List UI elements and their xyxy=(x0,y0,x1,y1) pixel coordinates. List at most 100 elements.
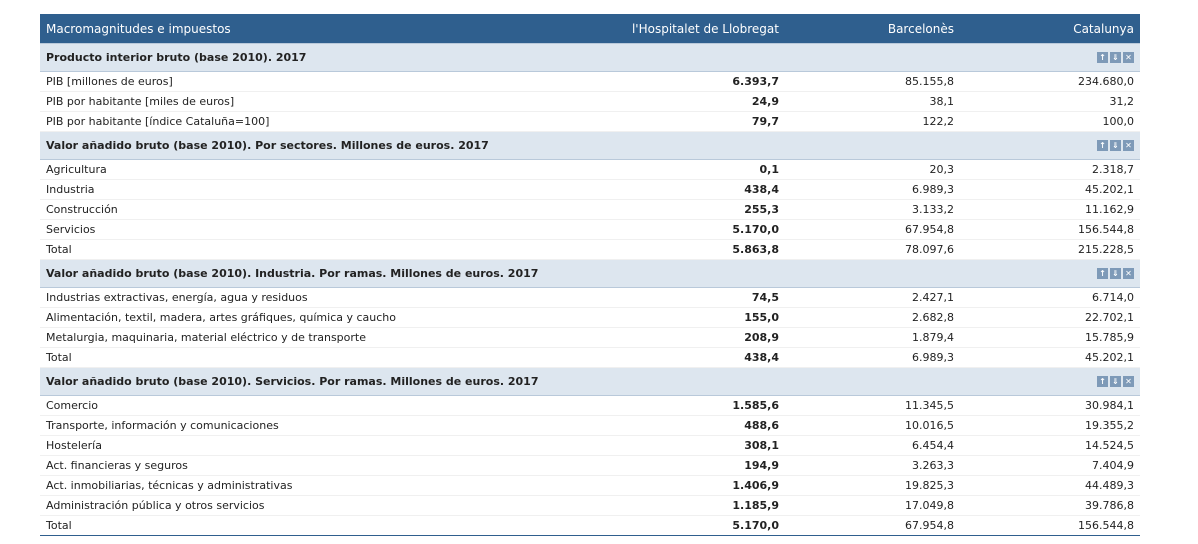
value-catalunya: 31,2 xyxy=(960,91,1140,112)
value-catalunya: 2.318,7 xyxy=(960,159,1140,180)
value-barcelones: 2.682,8 xyxy=(785,307,960,328)
row-label: Total xyxy=(40,515,600,536)
value-hospitalet: 1.406,9 xyxy=(600,475,785,496)
move-up-icon[interactable]: ↑ xyxy=(1097,268,1108,279)
value-hospitalet: 5.170,0 xyxy=(600,515,785,536)
section-controls: ↑ ⇓ ✕ xyxy=(1097,140,1134,151)
close-icon[interactable]: ✕ xyxy=(1123,52,1134,63)
value-barcelones: 38,1 xyxy=(785,91,960,112)
value-hospitalet: 194,9 xyxy=(600,455,785,476)
move-down-icon[interactable]: ⇓ xyxy=(1110,52,1121,63)
row-label: Servicios xyxy=(40,219,600,240)
row-label: Act. inmobiliarias, técnicas y administr… xyxy=(40,475,600,496)
value-barcelones: 6.989,3 xyxy=(785,179,960,200)
value-hospitalet: 155,0 xyxy=(600,307,785,328)
section-header-cell: Valor añadido bruto (base 2010). Servici… xyxy=(40,367,1140,396)
header-catalunya: Catalunya xyxy=(960,14,1140,44)
move-up-icon[interactable]: ↑ xyxy=(1097,376,1108,387)
value-hospitalet: 5.170,0 xyxy=(600,219,785,240)
header-topic: Macromagnitudes e impuestos xyxy=(40,14,600,44)
table-row: Act. financieras y seguros 194,9 3.263,3 7.… xyxy=(40,455,1140,476)
value-barcelones: 2.427,1 xyxy=(785,287,960,308)
value-barcelones: 6.454,4 xyxy=(785,435,960,456)
value-catalunya: 215.228,5 xyxy=(960,239,1140,260)
row-label: PIB por habitante [índice Cataluña=100] xyxy=(40,111,600,132)
table-row: Construcción 255,3 3.133,2 11.162,9 xyxy=(40,199,1140,220)
value-barcelones: 85.155,8 xyxy=(785,71,960,92)
value-barcelones: 6.989,3 xyxy=(785,347,960,368)
value-hospitalet: 255,3 xyxy=(600,199,785,220)
section-title: Valor añadido bruto (base 2010). Servici… xyxy=(46,375,539,388)
section-header: Valor añadido bruto (base 2010). Industr… xyxy=(40,259,1140,288)
value-catalunya: 22.702,1 xyxy=(960,307,1140,328)
section-controls: ↑ ⇓ ✕ xyxy=(1097,268,1134,279)
value-barcelones: 67.954,8 xyxy=(785,219,960,240)
move-down-icon[interactable]: ⇓ xyxy=(1110,268,1121,279)
close-icon[interactable]: ✕ xyxy=(1123,376,1134,387)
table-row: Hostelería 308,1 6.454,4 14.524,5 xyxy=(40,435,1140,456)
section-title: Valor añadido bruto (base 2010). Por sec… xyxy=(46,139,489,152)
header-barcelones: Barcelonès xyxy=(785,14,960,44)
table-row: Comercio 1.585,6 11.345,5 30.984,1 xyxy=(40,395,1140,416)
table-body: Producto interior bruto (base 2010). 201… xyxy=(40,43,1140,536)
move-down-icon[interactable]: ⇓ xyxy=(1110,376,1121,387)
value-barcelones: 10.016,5 xyxy=(785,415,960,436)
value-catalunya: 45.202,1 xyxy=(960,179,1140,200)
value-catalunya: 30.984,1 xyxy=(960,395,1140,416)
value-catalunya: 11.162,9 xyxy=(960,199,1140,220)
move-up-icon[interactable]: ↑ xyxy=(1097,140,1108,151)
move-down-icon[interactable]: ⇓ xyxy=(1110,140,1121,151)
row-label: Total xyxy=(40,347,600,368)
row-label: Industria xyxy=(40,179,600,200)
value-hospitalet: 1.185,9 xyxy=(600,495,785,516)
table-row: Industria 438,4 6.989,3 45.202,1 xyxy=(40,179,1140,200)
close-icon[interactable]: ✕ xyxy=(1123,268,1134,279)
value-catalunya: 19.355,2 xyxy=(960,415,1140,436)
value-barcelones: 67.954,8 xyxy=(785,515,960,536)
value-hospitalet: 208,9 xyxy=(600,327,785,348)
value-hospitalet: 5.863,8 xyxy=(600,239,785,260)
value-catalunya: 156.544,8 xyxy=(960,515,1140,536)
section-controls: ↑ ⇓ ✕ xyxy=(1097,52,1134,63)
row-label: Transporte, información y comunicaciones xyxy=(40,415,600,436)
value-hospitalet: 488,6 xyxy=(600,415,785,436)
section-title: Producto interior bruto (base 2010). 201… xyxy=(46,51,307,64)
value-catalunya: 15.785,9 xyxy=(960,327,1140,348)
value-hospitalet: 6.393,7 xyxy=(600,71,785,92)
row-label: PIB [millones de euros] xyxy=(40,71,600,92)
move-up-icon[interactable]: ↑ xyxy=(1097,52,1108,63)
table-row: Metalurgia, maquinaria, material eléctri… xyxy=(40,327,1140,348)
row-label: Administración pública y otros servicios xyxy=(40,495,600,516)
row-label: PIB por habitante [miles de euros] xyxy=(40,91,600,112)
macromagnitudes-table: Macromagnitudes e impuestos l'Hospitalet… xyxy=(40,14,1140,536)
table-row: Total 438,4 6.989,3 45.202,1 xyxy=(40,347,1140,368)
value-catalunya: 7.404,9 xyxy=(960,455,1140,476)
value-catalunya: 45.202,1 xyxy=(960,347,1140,368)
row-label: Metalurgia, maquinaria, material eléctri… xyxy=(40,327,600,348)
section-title: Valor añadido bruto (base 2010). Industr… xyxy=(46,267,539,280)
table-row: Total 5.170,0 67.954,8 156.544,8 xyxy=(40,515,1140,536)
section-header-cell: Producto interior bruto (base 2010). 201… xyxy=(40,43,1140,72)
value-barcelones: 17.049,8 xyxy=(785,495,960,516)
section-header: Valor añadido bruto (base 2010). Por sec… xyxy=(40,131,1140,160)
table-row: Servicios 5.170,0 67.954,8 156.544,8 xyxy=(40,219,1140,240)
value-catalunya: 44.489,3 xyxy=(960,475,1140,496)
table-row: Total 5.863,8 78.097,6 215.228,5 xyxy=(40,239,1140,260)
value-barcelones: 19.825,3 xyxy=(785,475,960,496)
row-label: Construcción xyxy=(40,199,600,220)
row-label: Industrias extractivas, energía, agua y … xyxy=(40,287,600,308)
section-controls: ↑ ⇓ ✕ xyxy=(1097,376,1134,387)
value-barcelones: 1.879,4 xyxy=(785,327,960,348)
table-row: Industrias extractivas, energía, agua y … xyxy=(40,287,1140,308)
table-header: Macromagnitudes e impuestos l'Hospitalet… xyxy=(40,14,1140,44)
value-catalunya: 39.786,8 xyxy=(960,495,1140,516)
value-barcelones: 20,3 xyxy=(785,159,960,180)
close-icon[interactable]: ✕ xyxy=(1123,140,1134,151)
value-hospitalet: 1.585,6 xyxy=(600,395,785,416)
value-barcelones: 3.263,3 xyxy=(785,455,960,476)
macromagnitudes-panel: Macromagnitudes e impuestos l'Hospitalet… xyxy=(40,14,1140,536)
row-label: Act. financieras y seguros xyxy=(40,455,600,476)
table-row: Administración pública y otros servicios… xyxy=(40,495,1140,516)
section-header: Producto interior bruto (base 2010). 201… xyxy=(40,43,1140,72)
row-label: Total xyxy=(40,239,600,260)
